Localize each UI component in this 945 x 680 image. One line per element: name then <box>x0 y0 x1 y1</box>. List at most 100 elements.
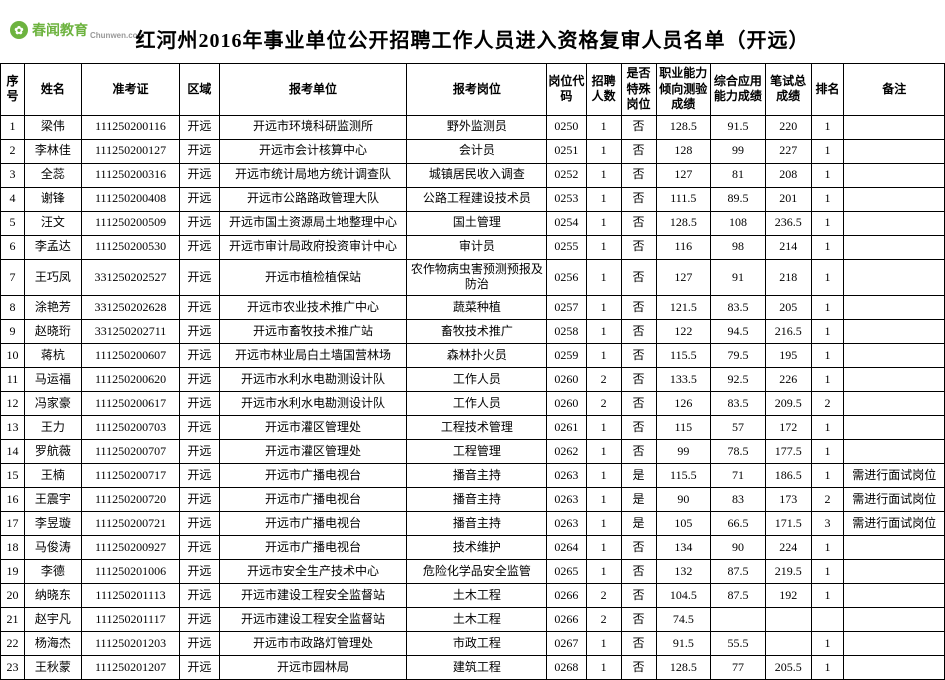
cell-s3: 195 <box>765 343 811 367</box>
cell-s3: 214 <box>765 235 811 259</box>
cell-rank: 1 <box>811 187 844 211</box>
cell-s1: 134 <box>656 535 711 559</box>
cell-s2: 66.5 <box>711 511 766 535</box>
cell-name: 李林佳 <box>25 139 82 163</box>
cell-s1: 115.5 <box>656 343 711 367</box>
cell-code: 0253 <box>547 187 586 211</box>
cell-spec: 否 <box>621 439 656 463</box>
cell-spec: 否 <box>621 211 656 235</box>
cell-note <box>844 439 945 463</box>
cell-note <box>844 235 945 259</box>
cell-seq: 7 <box>1 259 25 295</box>
cell-spec: 是 <box>621 463 656 487</box>
cell-unit: 开远市园林局 <box>219 655 407 679</box>
th-area: 区域 <box>180 64 219 116</box>
cell-area: 开远 <box>180 559 219 583</box>
cell-s1: 104.5 <box>656 583 711 607</box>
cell-exam: 111250200408 <box>81 187 179 211</box>
cell-area: 开远 <box>180 463 219 487</box>
cell-name: 赵宇凡 <box>25 607 82 631</box>
table-row: 12冯家豪111250200617开远开远市水利水电勘测设计队工作人员02602… <box>1 391 945 415</box>
cell-area: 开远 <box>180 163 219 187</box>
cell-seq: 14 <box>1 439 25 463</box>
cell-s1: 133.5 <box>656 367 711 391</box>
cell-s1: 105 <box>656 511 711 535</box>
table-row: 6李孟达111250200530开远开远市审计局政府投资审计中心审计员02551… <box>1 235 945 259</box>
cell-name: 全蕊 <box>25 163 82 187</box>
cell-num: 1 <box>586 559 621 583</box>
cell-spec: 是 <box>621 487 656 511</box>
cell-seq: 11 <box>1 367 25 391</box>
cell-s2: 89.5 <box>711 187 766 211</box>
cell-s2 <box>711 607 766 631</box>
cell-area: 开远 <box>180 187 219 211</box>
cell-name: 杨海杰 <box>25 631 82 655</box>
cell-num: 1 <box>586 295 621 319</box>
cell-num: 1 <box>586 511 621 535</box>
cell-code: 0263 <box>547 487 586 511</box>
cell-seq: 20 <box>1 583 25 607</box>
cell-s2: 92.5 <box>711 367 766 391</box>
cell-s1: 128.5 <box>656 211 711 235</box>
cell-code: 0259 <box>547 343 586 367</box>
cell-s2: 91.5 <box>711 115 766 139</box>
cell-post: 城镇居民收入调查 <box>407 163 547 187</box>
th-seq: 序号 <box>1 64 25 116</box>
cell-exam: 111250200617 <box>81 391 179 415</box>
table-row: 22杨海杰111250201203开远开远市市政路灯管理处市政工程02671否9… <box>1 631 945 655</box>
table-row: 16王震宇111250200720开远开远市广播电视台播音主持02631是908… <box>1 487 945 511</box>
cell-s1: 116 <box>656 235 711 259</box>
cell-post: 国土管理 <box>407 211 547 235</box>
cell-seq: 5 <box>1 211 25 235</box>
cell-s1: 127 <box>656 259 711 295</box>
cell-spec: 否 <box>621 295 656 319</box>
cell-s3: 173 <box>765 487 811 511</box>
cell-s3: 236.5 <box>765 211 811 235</box>
cell-exam: 331250202628 <box>81 295 179 319</box>
cell-s1: 99 <box>656 439 711 463</box>
cell-name: 李昱璇 <box>25 511 82 535</box>
cell-num: 1 <box>586 463 621 487</box>
cell-num: 1 <box>586 163 621 187</box>
cell-s3: 216.5 <box>765 319 811 343</box>
cell-name: 马俊涛 <box>25 535 82 559</box>
cell-exam: 111250200530 <box>81 235 179 259</box>
cell-s1: 127 <box>656 163 711 187</box>
cell-num: 2 <box>586 391 621 415</box>
cell-s2: 99 <box>711 139 766 163</box>
cell-seq: 12 <box>1 391 25 415</box>
cell-s3: 171.5 <box>765 511 811 535</box>
cell-area: 开远 <box>180 367 219 391</box>
cell-rank: 1 <box>811 211 844 235</box>
cell-num: 1 <box>586 319 621 343</box>
cell-num: 1 <box>586 187 621 211</box>
cell-num: 1 <box>586 235 621 259</box>
cell-area: 开远 <box>180 655 219 679</box>
cell-name: 王力 <box>25 415 82 439</box>
cell-code: 0258 <box>547 319 586 343</box>
cell-note <box>844 535 945 559</box>
cell-s1: 128 <box>656 139 711 163</box>
cell-name: 王巧凤 <box>25 259 82 295</box>
cell-unit: 开远市国土资源局土地整理中心 <box>219 211 407 235</box>
cell-area: 开远 <box>180 487 219 511</box>
cell-post: 农作物病虫害预测预报及防治 <box>407 259 547 295</box>
cell-post: 野外监测员 <box>407 115 547 139</box>
cell-note <box>844 631 945 655</box>
cell-s2: 83 <box>711 487 766 511</box>
cell-num: 2 <box>586 583 621 607</box>
cell-exam: 111250200316 <box>81 163 179 187</box>
cell-area: 开远 <box>180 319 219 343</box>
cell-unit: 开远市安全生产技术中心 <box>219 559 407 583</box>
cell-s3: 209.5 <box>765 391 811 415</box>
cell-rank: 1 <box>811 583 844 607</box>
cell-exam: 111250201207 <box>81 655 179 679</box>
cell-post: 蔬菜种植 <box>407 295 547 319</box>
cell-s1: 115.5 <box>656 463 711 487</box>
cell-name: 谢锋 <box>25 187 82 211</box>
cell-unit: 开远市建设工程安全监督站 <box>219 583 407 607</box>
cell-area: 开远 <box>180 115 219 139</box>
cell-seq: 13 <box>1 415 25 439</box>
cell-rank: 2 <box>811 391 844 415</box>
cell-spec: 是 <box>621 511 656 535</box>
